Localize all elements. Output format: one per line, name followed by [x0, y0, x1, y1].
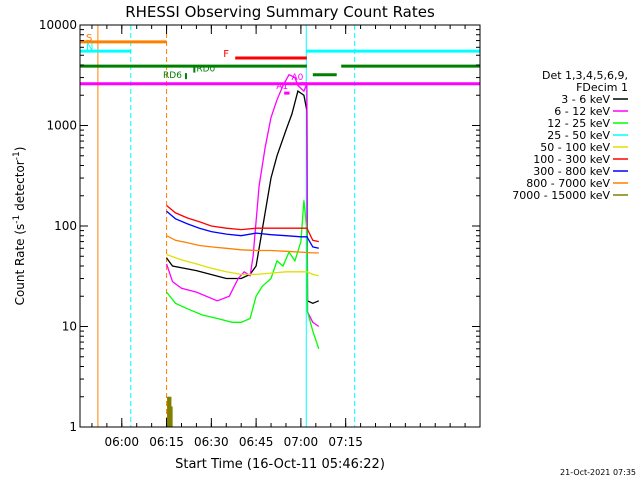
x-tick-label-1: 06:15 — [149, 435, 184, 449]
olive-spikes — [167, 396, 173, 427]
x-tick-label-3: 06:45 — [239, 435, 274, 449]
legend-entry-label-5: 100 - 300 keV — [533, 153, 610, 166]
chart-title: RHESSI Observing Summary Count Rates — [125, 3, 435, 21]
legend-entry-label-8: 7000 - 15000 keV — [512, 189, 610, 202]
x-tick-label-0: 06:00 — [104, 435, 139, 449]
footer-date: 21-Oct-2021 07:35 — [560, 468, 636, 477]
legend-entry-label-6: 300 - 800 keV — [533, 165, 610, 178]
marker-label-RD6: RD6 — [163, 71, 182, 81]
series-line-4 — [166, 205, 319, 243]
state-bars: SN F — [80, 33, 480, 86]
y-axis-ticks: 1 10 100 1000 10000 — [39, 18, 480, 434]
attenuator-label-A1: A1 — [276, 82, 288, 92]
y-tick-label-1: 10 — [62, 320, 77, 334]
series-line-5 — [166, 210, 319, 249]
state-bar-label-N: N — [86, 42, 93, 53]
legend-entry-label-0: 3 - 6 keV — [561, 93, 610, 106]
state-bar-label-F: F — [223, 49, 229, 60]
attenuator-label-A0: A0 — [291, 73, 303, 83]
y-axis-label: Count Rate (s-1 detector-1) — [12, 147, 27, 306]
marker-label-RD0: RD0 — [196, 65, 215, 75]
x-tick-label-5: 07:15 — [328, 435, 363, 449]
state-bar-label-S: S — [86, 33, 92, 44]
state-markers: RD0 RD6 — [163, 65, 215, 82]
y-tick-label-2: 100 — [54, 219, 77, 233]
series-line-3 — [166, 253, 319, 277]
legend-entry-label-1: 6 - 12 keV — [554, 105, 610, 118]
legend-entry-label-7: 800 - 7000 keV — [526, 177, 610, 190]
legend-header-2: FDecim 1 — [576, 81, 628, 94]
legend-header-1: Det 1,3,4,5,6,9, — [542, 69, 628, 82]
y-tick-label-3: 1000 — [46, 119, 77, 133]
series-line-2 — [166, 200, 320, 350]
series-line-6 — [166, 235, 319, 254]
x-tick-label-4: 07:00 — [284, 435, 319, 449]
x-tick-label-2: 06:30 — [194, 435, 229, 449]
y-tick-label-4: 10000 — [39, 18, 77, 32]
x-axis-label: Start Time (16-Oct-11 05:46:22) — [175, 457, 385, 472]
series-line-1 — [165, 73, 320, 328]
legend-entry-label-4: 50 - 100 keV — [540, 141, 610, 154]
x-axis-ticks: 06:00 06:15 06:30 06:45 07:00 07:15 — [91, 25, 481, 449]
legend-entry-label-3: 25 - 50 keV — [547, 129, 610, 142]
y-tick-label-0: 1 — [69, 420, 77, 434]
legend-entry-label-2: 12 - 25 keV — [547, 117, 610, 130]
